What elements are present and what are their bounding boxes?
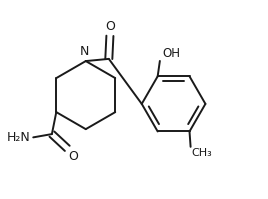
Text: H₂N: H₂N (7, 131, 31, 144)
Text: O: O (68, 150, 78, 163)
Text: OH: OH (162, 47, 180, 60)
Text: CH₃: CH₃ (192, 148, 213, 158)
Text: O: O (105, 20, 115, 33)
Text: N: N (80, 45, 89, 58)
